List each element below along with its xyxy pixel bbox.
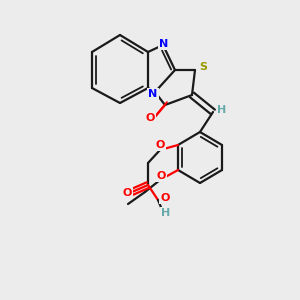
- Text: S: S: [199, 62, 207, 72]
- Text: N: N: [159, 39, 169, 49]
- Text: O: O: [160, 193, 170, 203]
- Text: H: H: [161, 208, 171, 218]
- Text: N: N: [148, 89, 158, 99]
- Text: O: O: [145, 113, 155, 123]
- Text: H: H: [218, 105, 226, 115]
- Text: O: O: [122, 188, 132, 198]
- Text: O: O: [156, 171, 166, 181]
- Text: O: O: [155, 140, 165, 150]
